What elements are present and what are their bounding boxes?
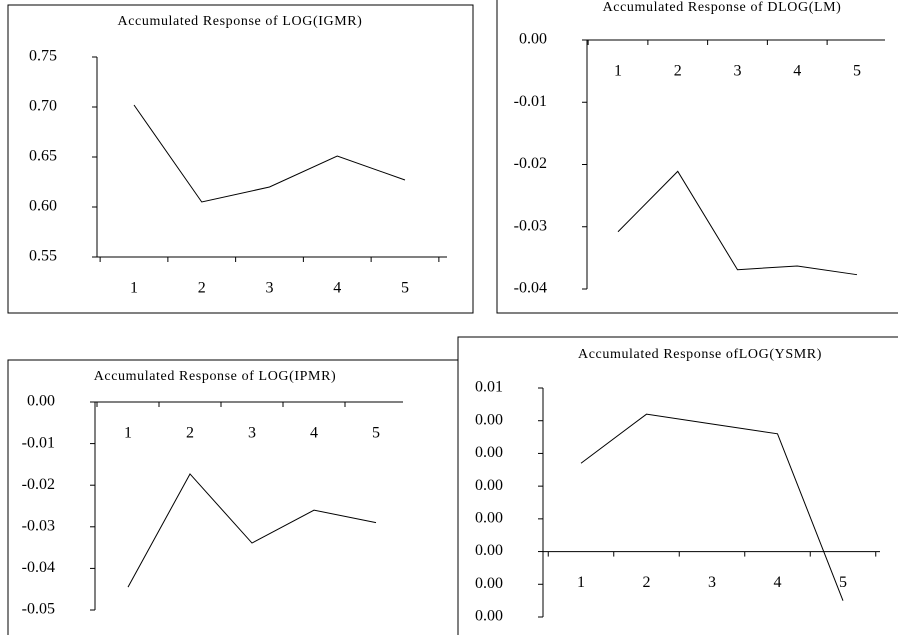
y-tick-label: 0.00 (475, 608, 503, 625)
x-tick-label: 3 (734, 63, 742, 80)
y-tick-label: 0.70 (29, 98, 57, 115)
y-tick-label: 0.00 (475, 477, 503, 494)
y-tick-label: -0.02 (22, 476, 55, 493)
y-tick-label: 0.00 (475, 510, 503, 527)
y-tick-label: -0.01 (22, 434, 55, 451)
x-tick-label: 2 (198, 280, 206, 297)
x-tick-label: 4 (310, 425, 318, 442)
chart-frame (7, 4, 474, 314)
x-tick-label: 2 (674, 63, 682, 80)
y-tick-label: 0.00 (475, 542, 503, 559)
x-tick-label: 1 (130, 280, 138, 297)
y-tick-label: -0.03 (22, 517, 55, 534)
y-tick-label: 0.01 (475, 379, 503, 396)
x-tick-label: 5 (853, 63, 861, 80)
x-tick-label: 5 (372, 425, 380, 442)
chart-frame (496, 0, 898, 314)
chart-frame (7, 359, 459, 635)
y-tick-label: 0.75 (29, 48, 57, 65)
y-tick-label: 0.65 (29, 148, 57, 165)
x-tick-label: 5 (401, 280, 409, 297)
y-tick-label: -0.05 (22, 601, 55, 618)
y-tick-label: 0.00 (27, 393, 55, 410)
x-tick-label: 4 (774, 574, 782, 591)
y-tick-label: 0.60 (29, 198, 57, 215)
chart-title: Accumulated Response ofLOG(YSMR) (578, 347, 822, 362)
y-tick-label: -0.03 (514, 217, 547, 234)
line-series (133, 104, 406, 203)
y-tick-label: -0.02 (514, 155, 547, 172)
x-tick-label: 4 (793, 63, 801, 80)
x-tick-label: 1 (124, 425, 132, 442)
x-tick-label: 3 (248, 425, 256, 442)
x-tick-label: 3 (708, 574, 716, 591)
line-series (127, 473, 377, 588)
y-tick-label: 0.00 (519, 31, 547, 48)
x-tick-label: 1 (614, 63, 622, 80)
y-tick-label: -0.04 (22, 559, 55, 576)
chart-title: Accumulated Response of LOG(IGMR) (118, 14, 363, 29)
x-tick-label: 4 (333, 280, 341, 297)
y-tick-label: 0.00 (475, 575, 503, 592)
line-series (580, 413, 844, 601)
x-tick-label: 1 (577, 574, 585, 591)
x-tick-label: 5 (839, 574, 847, 591)
line-series (617, 170, 858, 276)
y-tick-label: -0.04 (514, 280, 547, 297)
x-tick-label: 2 (643, 574, 651, 591)
y-tick-label: -0.01 (514, 93, 547, 110)
chart-frame (457, 336, 898, 635)
y-tick-label: 0.00 (475, 444, 503, 461)
y-tick-label: 0.55 (29, 248, 57, 265)
x-tick-label: 3 (266, 280, 274, 297)
chart-title: Accumulated Response of LOG(IPMR) (94, 369, 337, 384)
y-tick-label: 0.00 (475, 411, 503, 428)
chart-title: Accumulated Response of DLOG(LM) (603, 0, 842, 15)
x-tick-label: 2 (186, 425, 194, 442)
